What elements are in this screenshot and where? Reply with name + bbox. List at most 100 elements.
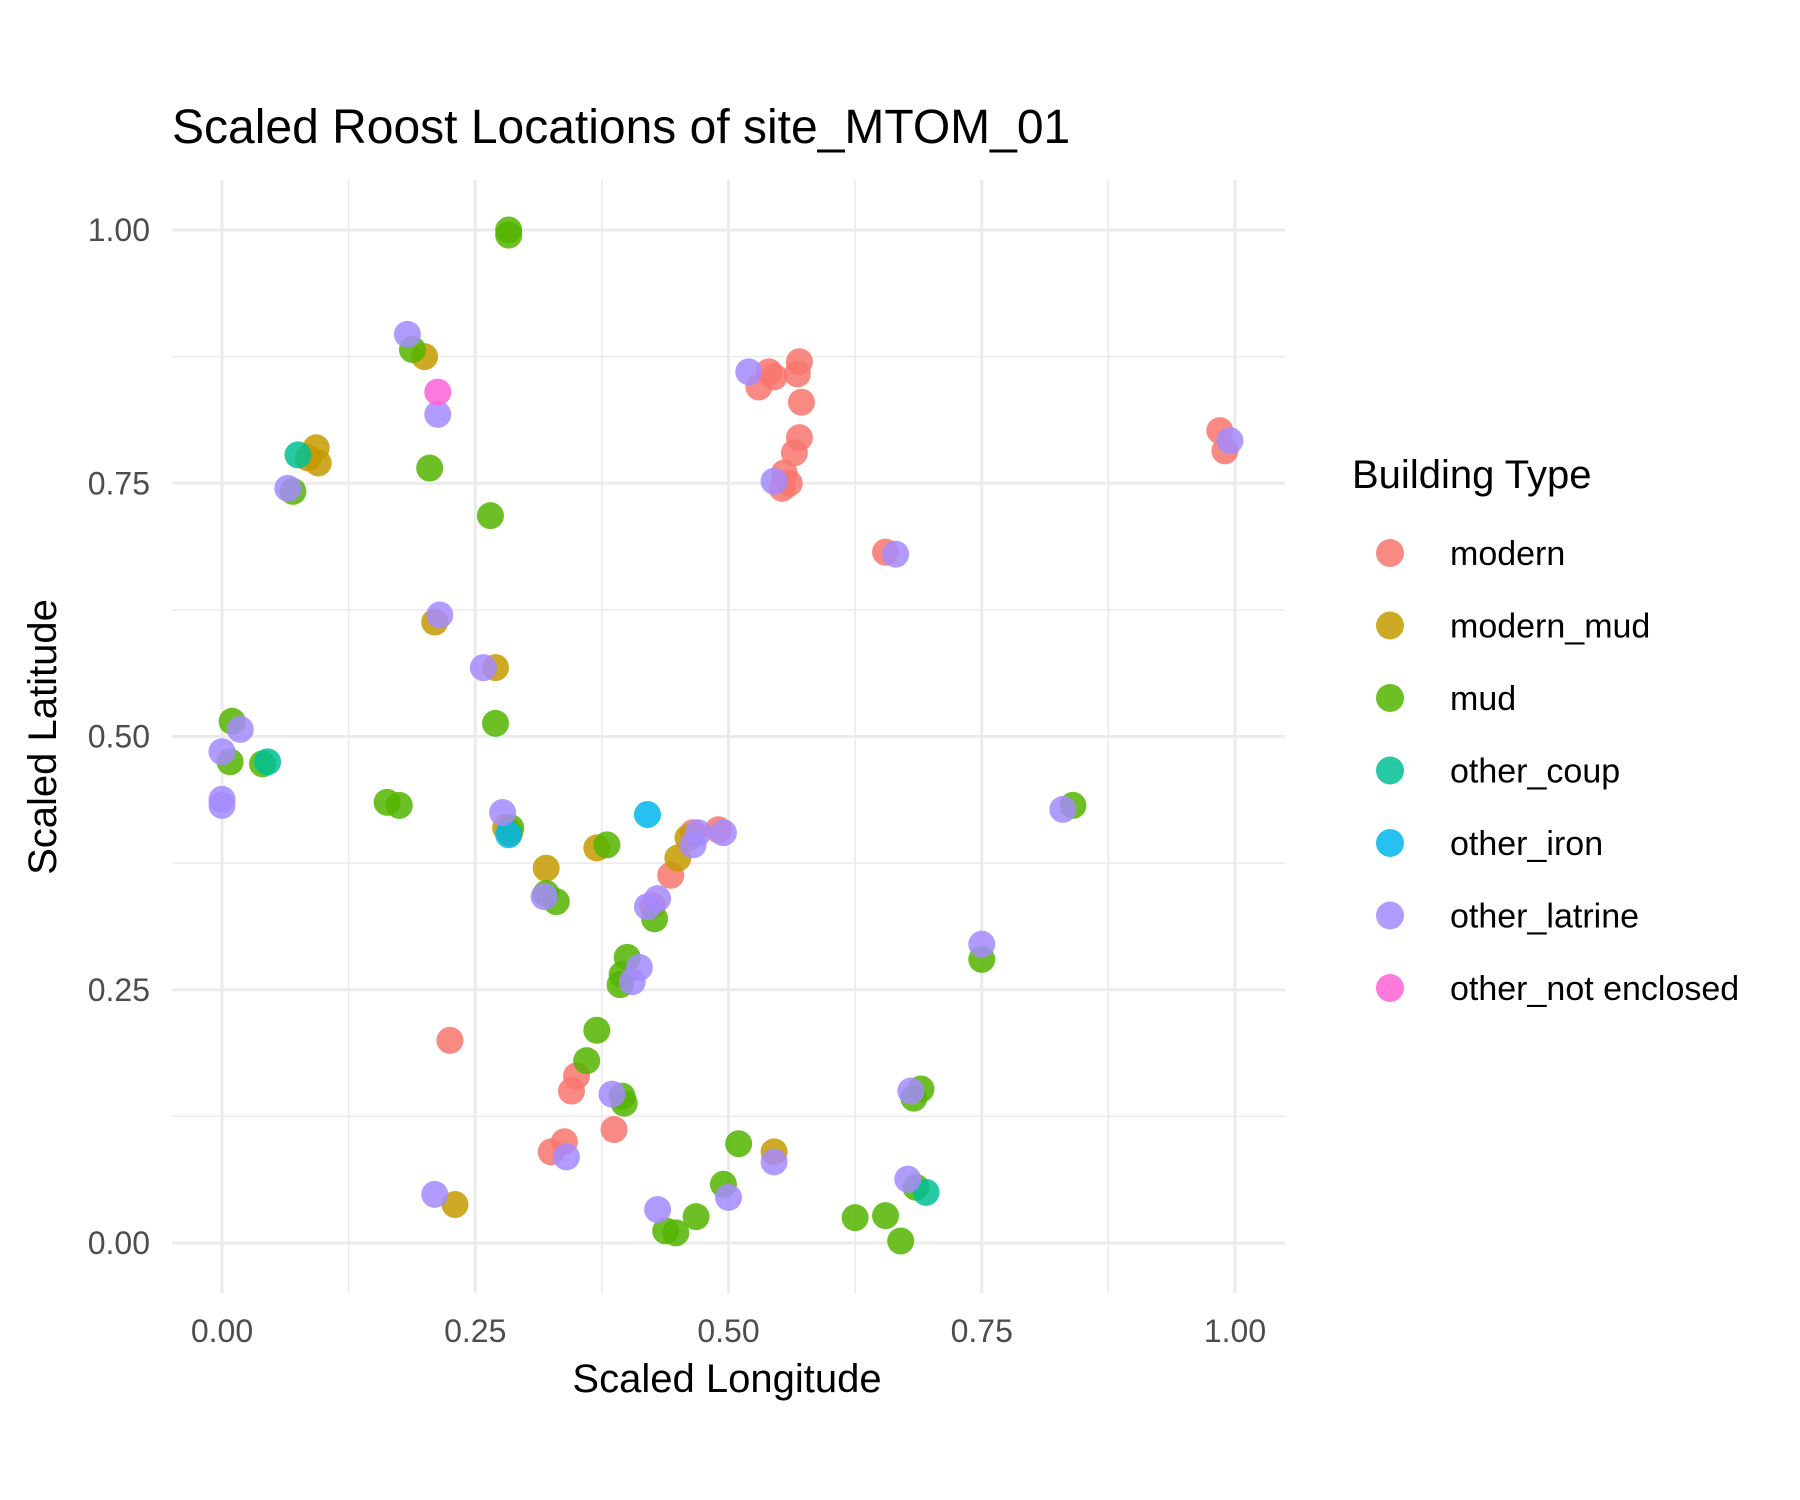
data-point xyxy=(530,883,558,911)
series-other-coup xyxy=(254,441,940,1206)
data-point xyxy=(424,378,452,406)
legend-key xyxy=(1376,539,1404,567)
data-point xyxy=(489,798,517,826)
data-point xyxy=(393,320,421,348)
legend-item: other_iron xyxy=(1376,825,1603,863)
x-tick-label: 0.50 xyxy=(697,1313,759,1349)
data-point xyxy=(284,441,312,469)
legend-label: other_coup xyxy=(1450,753,1620,791)
data-point xyxy=(573,1047,601,1075)
legend-label: other_latrine xyxy=(1450,898,1639,936)
data-point xyxy=(226,715,254,743)
data-point xyxy=(618,968,646,996)
data-point xyxy=(735,358,763,386)
data-point xyxy=(441,1191,469,1219)
legend-key xyxy=(1376,901,1404,930)
data-point xyxy=(894,1165,922,1193)
data-point xyxy=(532,854,560,882)
data-point xyxy=(593,831,621,859)
data-point xyxy=(482,709,510,737)
data-point xyxy=(679,831,707,859)
legend-key xyxy=(1376,974,1404,1002)
y-tick-label: 0.75 xyxy=(88,465,150,501)
data-point xyxy=(760,363,788,391)
legend-label: other_not enclosed xyxy=(1450,970,1739,1008)
data-point xyxy=(1049,795,1077,823)
legend-item: other_not enclosed xyxy=(1376,970,1739,1008)
data-point xyxy=(872,1202,900,1230)
legend-item: other_coup xyxy=(1376,753,1620,791)
data-point xyxy=(552,1143,580,1171)
series-other-not-enclosed xyxy=(424,378,452,406)
data-point xyxy=(725,1130,753,1158)
data-point xyxy=(426,601,454,629)
data-point xyxy=(208,738,236,766)
data-point xyxy=(783,360,811,388)
data-point xyxy=(1216,427,1244,455)
data-point xyxy=(416,454,444,482)
data-point xyxy=(662,1219,690,1247)
data-point xyxy=(760,1148,788,1176)
data-point xyxy=(682,1203,710,1231)
legend-item: mud xyxy=(1376,680,1516,718)
data-point xyxy=(787,388,815,416)
legend-key xyxy=(1376,684,1404,712)
data-point xyxy=(633,893,661,921)
x-axis-title: Scaled Longitude xyxy=(572,1357,881,1401)
data-point xyxy=(633,801,661,829)
legend-item: other_latrine xyxy=(1376,898,1639,936)
data-point xyxy=(476,502,504,530)
data-point xyxy=(495,821,523,849)
data-point xyxy=(968,930,996,958)
series-modern xyxy=(436,348,1239,1166)
y-tick-label: 0.50 xyxy=(88,719,150,755)
data-point xyxy=(644,1196,672,1224)
y-tick-label: 0.25 xyxy=(88,972,150,1008)
grid-lines xyxy=(172,180,1285,1293)
legend-label: modern xyxy=(1450,535,1565,573)
legend-label: modern_mud xyxy=(1450,608,1650,646)
data-point xyxy=(598,1080,626,1108)
data-points xyxy=(208,216,1244,1255)
series-other-iron xyxy=(495,801,661,849)
data-point xyxy=(709,819,737,847)
legend-item: modern_mud xyxy=(1376,608,1650,646)
x-tick-label: 1.00 xyxy=(1204,1313,1266,1349)
data-point xyxy=(583,1016,611,1044)
data-point xyxy=(436,1026,464,1054)
data-point xyxy=(887,1227,915,1255)
y-axis-title: Scaled Latitude xyxy=(21,599,65,875)
data-point xyxy=(715,1183,742,1211)
data-point xyxy=(557,1077,585,1105)
legend-label: other_iron xyxy=(1450,825,1603,863)
series-modern-mud xyxy=(294,343,788,1219)
legend-key xyxy=(1376,829,1404,857)
legend-title: Building Type xyxy=(1352,453,1591,497)
data-point xyxy=(385,791,413,819)
data-point xyxy=(841,1204,869,1232)
legend-key xyxy=(1376,611,1404,640)
x-tick-label: 0.00 xyxy=(191,1313,253,1349)
x-tick-label: 0.25 xyxy=(444,1313,506,1349)
data-point xyxy=(780,439,808,467)
data-point xyxy=(421,1180,449,1208)
legend-key xyxy=(1376,756,1404,785)
data-point xyxy=(897,1077,925,1105)
data-point xyxy=(600,1116,628,1144)
legend-item: modern xyxy=(1376,535,1565,573)
x-axis-ticks: 0.00 0.25 0.50 0.75 1.00 xyxy=(191,1313,1266,1349)
x-tick-label: 0.75 xyxy=(951,1313,1013,1349)
legend-label: mud xyxy=(1450,680,1516,718)
data-point xyxy=(274,474,302,502)
y-tick-label: 0.00 xyxy=(88,1225,150,1261)
data-point xyxy=(882,540,910,568)
chart-title: Scaled Roost Locations of site_MTOM_01 xyxy=(172,101,1070,154)
y-tick-label: 1.00 xyxy=(88,212,150,248)
data-point xyxy=(495,221,523,249)
y-axis-ticks: 0.00 0.25 0.50 0.75 1.00 xyxy=(88,212,150,1261)
series-other-latrine xyxy=(208,320,1244,1224)
data-point xyxy=(254,748,282,776)
data-point xyxy=(424,400,452,428)
